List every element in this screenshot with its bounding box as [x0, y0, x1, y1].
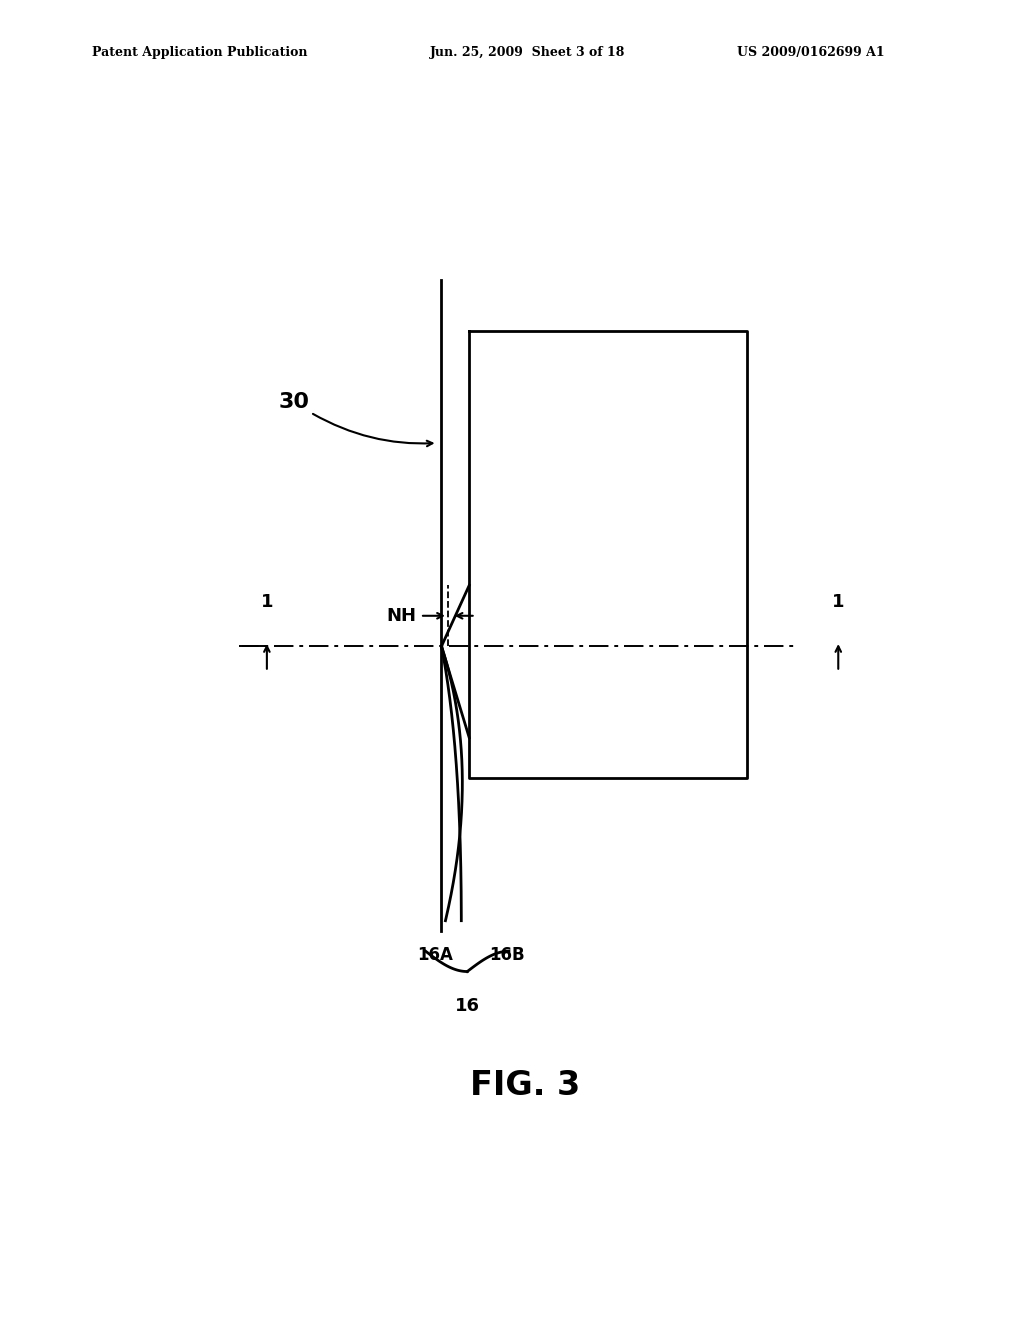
Text: US 2009/0162699 A1: US 2009/0162699 A1 [737, 46, 885, 59]
Text: Jun. 25, 2009  Sheet 3 of 18: Jun. 25, 2009 Sheet 3 of 18 [430, 46, 626, 59]
Text: 16B: 16B [489, 946, 524, 964]
Text: FIG. 3: FIG. 3 [470, 1069, 580, 1102]
Text: 1: 1 [261, 593, 273, 611]
Text: 16A: 16A [418, 946, 454, 964]
Text: 1: 1 [833, 593, 845, 611]
Text: 16: 16 [455, 997, 480, 1015]
Text: 30: 30 [279, 392, 310, 412]
Text: NH: NH [386, 607, 416, 624]
Text: Patent Application Publication: Patent Application Publication [92, 46, 307, 59]
